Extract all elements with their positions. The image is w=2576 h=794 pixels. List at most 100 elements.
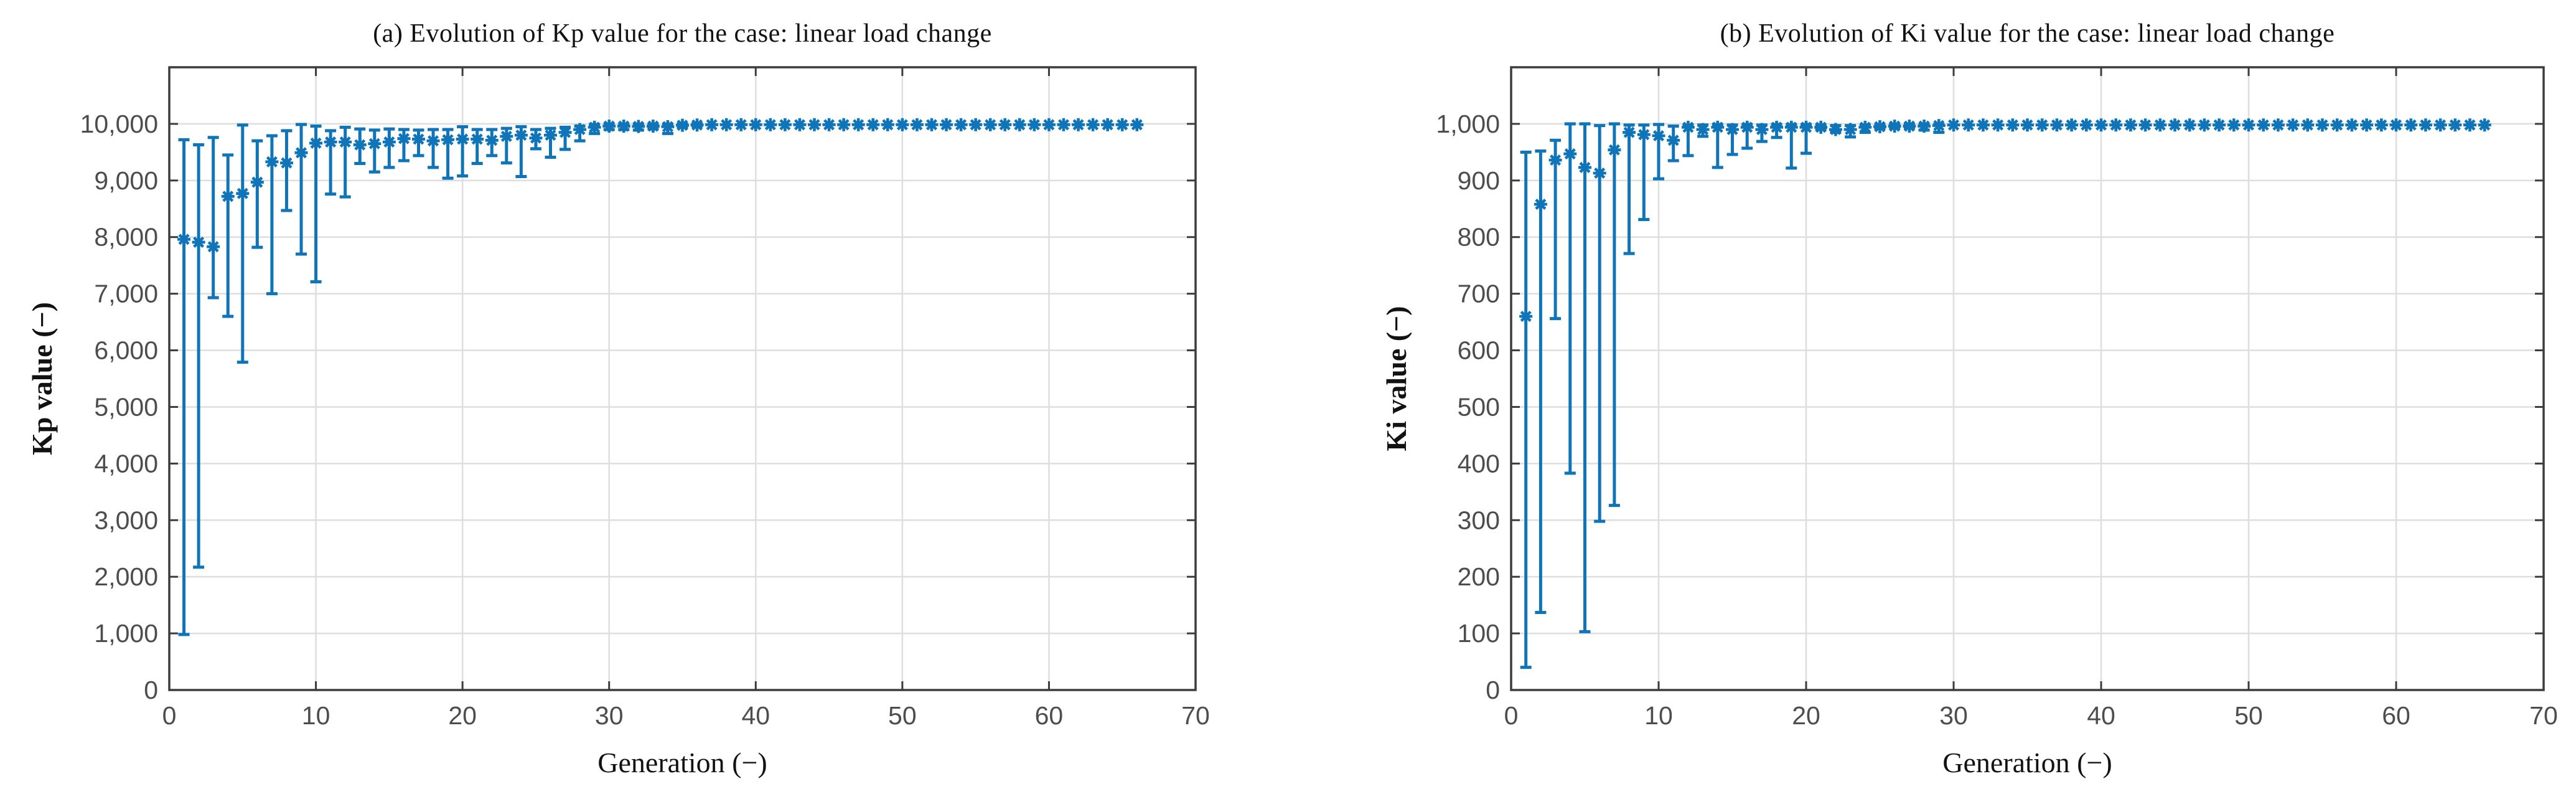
asterisk-marker bbox=[1637, 128, 1651, 141]
asterisk-marker bbox=[2463, 118, 2476, 132]
asterisk-marker bbox=[954, 118, 968, 131]
asterisk-marker bbox=[309, 136, 323, 150]
asterisk-marker bbox=[2374, 118, 2388, 132]
asterisk-marker bbox=[617, 120, 630, 133]
y-tick-label: 900 bbox=[1458, 166, 1500, 195]
x-tick-label: 50 bbox=[888, 701, 917, 730]
asterisk-marker bbox=[866, 118, 880, 131]
data-point-markers bbox=[1519, 118, 2491, 323]
asterisk-marker bbox=[851, 118, 865, 131]
x-tick-label: 40 bbox=[741, 701, 770, 730]
chart-a-graphics: 0 10 20 30 40 50 60 70 0 1,000 2,000 3,000 4,000 5,00… bbox=[80, 66, 1210, 730]
chart-b-y-axis-label: Ki value (−) bbox=[1380, 306, 1412, 451]
y-tick-label: 700 bbox=[1458, 280, 1500, 308]
y-tick-label: 4,000 bbox=[94, 449, 158, 478]
y-tick-label: 100 bbox=[1458, 619, 1500, 648]
y-tick-labels: 0 100 200 300 400 500 600 700 800 900 1,000 bbox=[1436, 110, 1500, 704]
error-bars bbox=[178, 122, 703, 636]
grid-lines bbox=[169, 67, 1196, 690]
asterisk-marker bbox=[1578, 161, 1591, 174]
chart-a-y-axis-label: Kp value (−) bbox=[26, 302, 58, 455]
x-tick-label: 10 bbox=[1644, 701, 1673, 730]
y-tick-label: 6,000 bbox=[94, 336, 158, 365]
y-tick-label: 600 bbox=[1458, 336, 1500, 365]
asterisk-marker bbox=[353, 138, 367, 152]
asterisk-marker bbox=[2330, 118, 2344, 132]
y-tick-label: 400 bbox=[1458, 449, 1500, 478]
y-tick-label: 0 bbox=[1486, 676, 1500, 704]
asterisk-marker bbox=[1991, 118, 2005, 132]
asterisk-marker bbox=[1843, 123, 1857, 136]
asterisk-marker bbox=[2168, 118, 2181, 132]
asterisk-marker bbox=[2257, 118, 2270, 132]
asterisk-marker bbox=[2286, 118, 2300, 132]
y-tick-label: 500 bbox=[1458, 392, 1500, 421]
asterisk-marker bbox=[1534, 197, 1547, 211]
asterisk-marker bbox=[2360, 118, 2374, 132]
asterisk-marker bbox=[2478, 118, 2491, 132]
asterisk-marker bbox=[1028, 118, 1041, 131]
asterisk-marker bbox=[1519, 310, 1533, 323]
asterisk-marker bbox=[382, 135, 396, 149]
asterisk-marker bbox=[1652, 129, 1665, 143]
asterisk-marker bbox=[925, 118, 939, 131]
asterisk-marker bbox=[2301, 118, 2315, 132]
chart-a-title: (a) Evolution of Kp value for the case: … bbox=[373, 19, 992, 48]
asterisk-marker bbox=[441, 133, 455, 146]
asterisk-marker bbox=[1784, 120, 1798, 134]
asterisk-marker bbox=[2021, 118, 2034, 132]
asterisk-marker bbox=[1903, 120, 1916, 133]
asterisk-marker bbox=[2271, 118, 2285, 132]
asterisk-marker bbox=[543, 128, 557, 142]
x-tick-label: 70 bbox=[1181, 701, 1210, 730]
asterisk-marker bbox=[998, 118, 1012, 131]
y-tick-label: 1,000 bbox=[1436, 110, 1500, 138]
asterisk-marker bbox=[192, 235, 205, 249]
y-tick-label: 800 bbox=[1458, 223, 1500, 252]
axes-box bbox=[1510, 66, 2545, 691]
x-tick-label: 60 bbox=[1035, 701, 1064, 730]
asterisk-marker bbox=[1608, 143, 1621, 157]
asterisk-marker bbox=[896, 118, 909, 131]
asterisk-marker bbox=[471, 132, 484, 146]
asterisk-marker bbox=[1042, 118, 1056, 131]
x-tick-label: 10 bbox=[302, 701, 330, 730]
asterisk-marker bbox=[1057, 118, 1070, 131]
asterisk-marker bbox=[265, 155, 279, 169]
y-tick-label: 0 bbox=[144, 676, 158, 704]
asterisk-marker bbox=[2198, 118, 2211, 132]
asterisk-marker bbox=[2050, 118, 2064, 132]
y-tick-label: 5,000 bbox=[94, 392, 158, 421]
asterisk-marker bbox=[236, 187, 250, 201]
asterisk-marker bbox=[2448, 118, 2462, 132]
x-tick-label: 60 bbox=[2382, 701, 2410, 730]
x-tick-label: 70 bbox=[2529, 701, 2558, 730]
x-tick-label: 20 bbox=[1792, 701, 1820, 730]
x-tick-label: 0 bbox=[162, 701, 177, 730]
asterisk-marker bbox=[1115, 118, 1129, 131]
asterisk-marker bbox=[485, 133, 499, 147]
asterisk-marker bbox=[734, 118, 748, 131]
asterisk-marker bbox=[881, 118, 894, 131]
asterisk-marker bbox=[1976, 118, 1990, 132]
asterisk-marker bbox=[1548, 153, 1562, 167]
x-tick-label: 20 bbox=[448, 701, 477, 730]
asterisk-marker bbox=[646, 120, 660, 133]
y-tick-label: 7,000 bbox=[94, 280, 158, 308]
asterisk-marker bbox=[2345, 118, 2359, 132]
asterisk-marker bbox=[1888, 120, 1901, 133]
x-tick-label: 40 bbox=[2087, 701, 2115, 730]
asterisk-marker bbox=[177, 232, 191, 246]
asterisk-marker bbox=[719, 118, 733, 131]
asterisk-marker bbox=[2419, 118, 2432, 132]
grid-lines bbox=[1511, 67, 2544, 690]
asterisk-marker bbox=[411, 132, 425, 146]
y-tick-label: 300 bbox=[1458, 506, 1500, 534]
asterisk-marker bbox=[940, 118, 953, 131]
asterisk-marker bbox=[1829, 123, 1842, 136]
asterisk-marker bbox=[1918, 120, 1931, 133]
asterisk-marker bbox=[1072, 118, 1085, 131]
asterisk-marker bbox=[2124, 118, 2137, 132]
asterisk-marker bbox=[324, 135, 337, 149]
asterisk-marker bbox=[339, 135, 352, 149]
